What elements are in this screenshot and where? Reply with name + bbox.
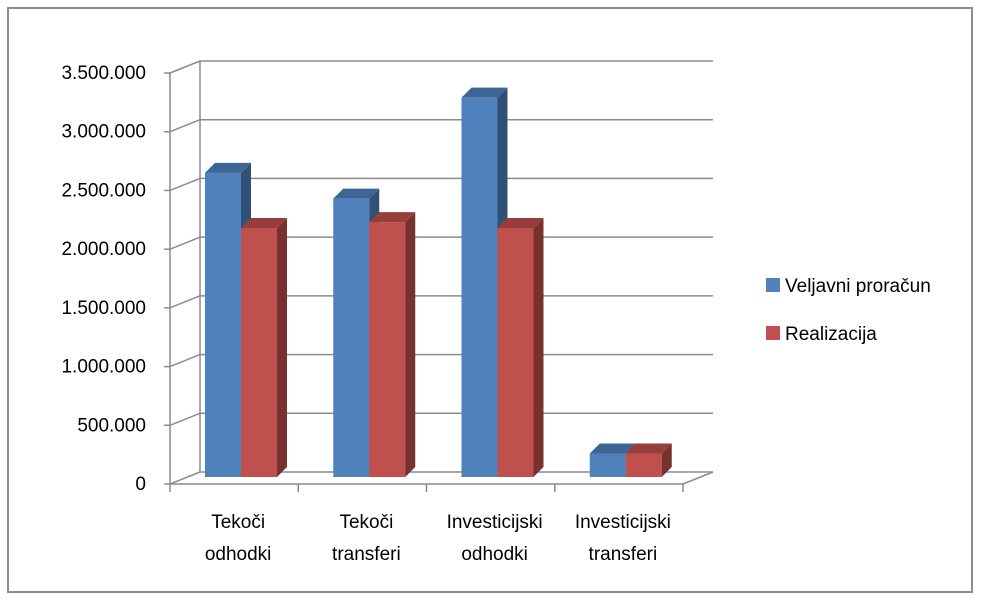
x-category-label: transferi bbox=[332, 544, 401, 565]
x-category-labels: Tekoči odhodki Tekoči transferi Investicijsk… bbox=[205, 512, 671, 565]
legend: Veljavni proračun Realizacija bbox=[766, 276, 931, 345]
x-category-label: odhodki bbox=[461, 544, 528, 565]
x-category-label: odhodki bbox=[205, 544, 272, 565]
side-gridline bbox=[169, 471, 201, 485]
side-gridline bbox=[169, 412, 201, 426]
legend-swatch bbox=[766, 326, 780, 340]
bar-front bbox=[241, 228, 277, 477]
side-gridline bbox=[169, 236, 201, 250]
legend-label: Realizacija bbox=[785, 324, 877, 345]
bar-side bbox=[661, 443, 672, 477]
bar-front bbox=[589, 453, 626, 477]
bar-front bbox=[625, 453, 662, 477]
x-category-label: transferi bbox=[589, 544, 658, 565]
legend-swatch bbox=[766, 278, 780, 292]
x-category-label: Investicijski bbox=[575, 512, 671, 533]
y-ticks: 0 500.000 1.000.000 1.500.000 2.000.000 2.500… bbox=[61, 63, 170, 495]
side-gridline bbox=[169, 295, 201, 309]
bar-top bbox=[369, 212, 416, 223]
y-tick-label: 2.500.000 bbox=[61, 180, 146, 201]
bar-side bbox=[405, 212, 416, 478]
side-gridline bbox=[169, 177, 201, 192]
bar-front bbox=[369, 222, 406, 477]
bar-top bbox=[205, 162, 251, 173]
x-category-label: Tekoči bbox=[211, 512, 265, 533]
bar-top bbox=[625, 443, 672, 454]
bar-front bbox=[333, 198, 370, 478]
x-category-label: Investicijski bbox=[447, 512, 543, 533]
side-gridline bbox=[169, 119, 201, 133]
bars bbox=[205, 87, 672, 478]
y-tick-label: 1.000.000 bbox=[61, 357, 146, 378]
bar bbox=[241, 218, 287, 477]
side-gridline bbox=[169, 353, 201, 368]
bar-side bbox=[277, 218, 287, 477]
bar-top bbox=[497, 218, 544, 229]
bar bbox=[625, 443, 672, 477]
bar-front bbox=[497, 228, 534, 477]
x-category-label: Tekoči bbox=[339, 512, 393, 533]
side-gridline bbox=[169, 60, 201, 74]
y-tick-label: 3.500.000 bbox=[61, 63, 146, 84]
bar bbox=[369, 212, 416, 478]
bar-front bbox=[461, 97, 498, 477]
bar-side bbox=[533, 218, 544, 477]
y-tick-label: 2.000.000 bbox=[61, 239, 146, 260]
bar bbox=[497, 218, 544, 477]
legend-label: Veljavni proračun bbox=[785, 276, 931, 297]
y-tick-label: 0 bbox=[135, 474, 146, 495]
bar-top bbox=[461, 87, 508, 98]
bar-top bbox=[241, 218, 287, 229]
bar-front bbox=[205, 172, 241, 478]
y-tick-label: 3.000.000 bbox=[61, 122, 146, 143]
y-tick-label: 1.500.000 bbox=[61, 298, 146, 319]
floor-side-edge bbox=[682, 471, 714, 485]
bar-top bbox=[333, 188, 380, 199]
y-tick-label: 500.000 bbox=[77, 415, 146, 436]
bar-top bbox=[589, 443, 636, 454]
